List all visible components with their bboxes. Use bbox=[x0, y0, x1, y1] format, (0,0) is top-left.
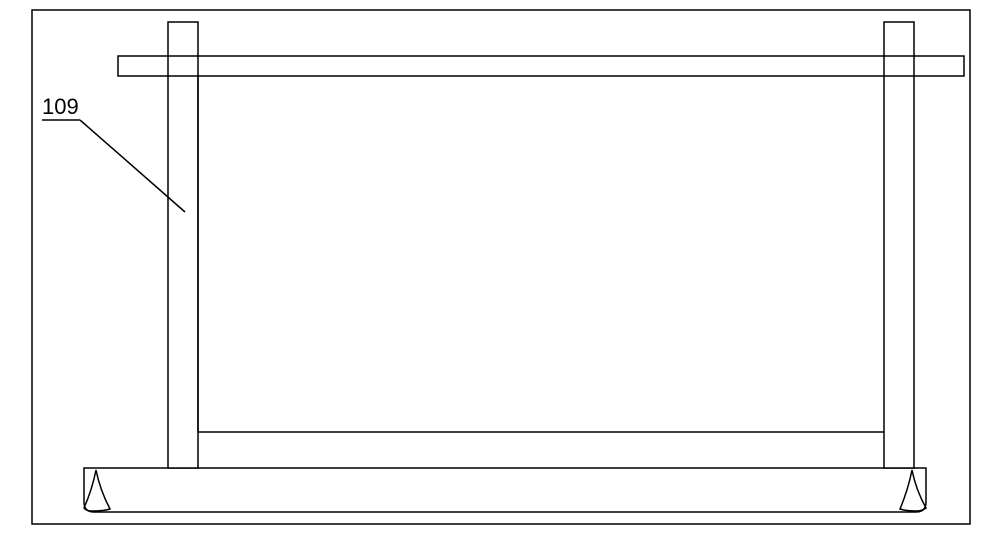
right-post bbox=[884, 22, 914, 468]
left-post bbox=[168, 22, 198, 468]
base-platform bbox=[84, 468, 926, 512]
callout-label-109: 109 bbox=[42, 94, 79, 120]
inner-panel bbox=[198, 76, 884, 432]
top-bar bbox=[118, 56, 964, 76]
left-foot bbox=[84, 470, 110, 511]
diagram-svg bbox=[0, 0, 1000, 532]
technical-diagram: 109 bbox=[0, 0, 1000, 532]
right-foot bbox=[900, 470, 926, 511]
